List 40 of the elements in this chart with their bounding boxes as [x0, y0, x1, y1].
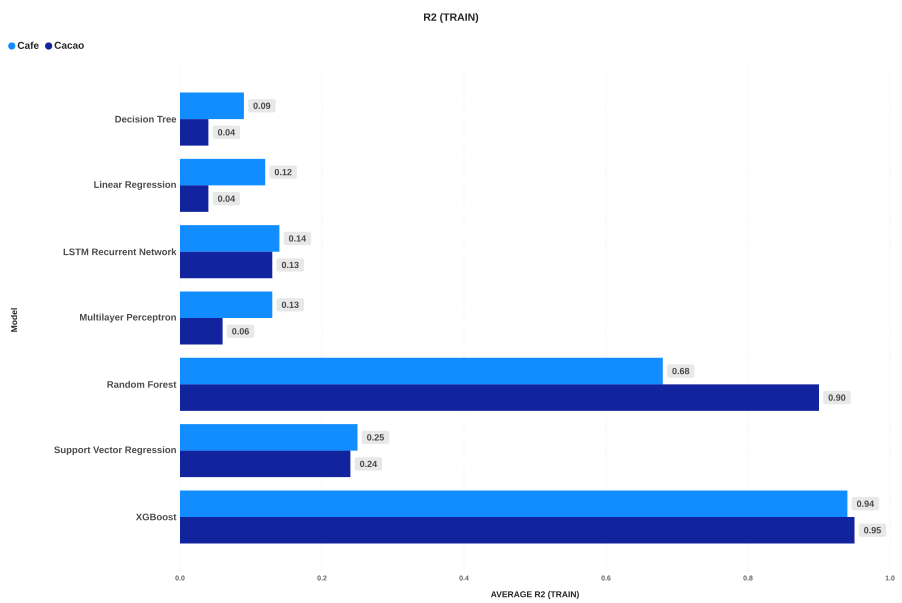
y-axis-title: Model — [10, 308, 18, 332]
x-axis-title: AVERAGE R2 (TRAIN) — [490, 591, 579, 599]
bar — [180, 450, 350, 478]
bar — [180, 358, 663, 384]
data-label: 0.12 — [274, 168, 292, 176]
data-label: 0.13 — [282, 262, 299, 268]
data-label: 0.68 — [672, 368, 690, 374]
data-label: 0.04 — [218, 129, 236, 136]
y-tick-label: Multilayer Perceptron — [80, 314, 176, 322]
data-label: 0.14 — [288, 235, 306, 242]
chart-title: R2 (TRAIN) — [424, 13, 478, 23]
y-tick-label: XGBoost — [136, 514, 176, 520]
data-label: 0.09 — [253, 102, 270, 109]
bar — [180, 490, 848, 517]
bar — [180, 516, 855, 544]
bar — [180, 252, 272, 278]
data-label: 0.13 — [282, 302, 299, 308]
bar — [180, 158, 266, 186]
bar — [180, 384, 820, 411]
bar — [180, 92, 244, 120]
data-label: 0.94 — [856, 500, 874, 507]
bar — [180, 119, 208, 146]
y-tick-label: Support Vector Regression — [54, 446, 176, 456]
y-tick-label: Linear Regression — [94, 180, 176, 190]
legend-label: Cafe — [18, 42, 39, 49]
bar — [180, 424, 358, 451]
data-label: 0.06 — [232, 328, 249, 334]
data-label: 0.90 — [828, 394, 846, 401]
bar — [180, 185, 208, 212]
bar — [180, 291, 272, 318]
data-label: 0.24 — [360, 460, 378, 468]
y-tick-label: Decision Tree — [115, 116, 176, 123]
data-label: 0.04 — [218, 195, 236, 202]
legend-label: Cacao — [54, 42, 84, 49]
data-label: 0.25 — [367, 434, 384, 441]
data-label: 0.95 — [864, 527, 881, 534]
y-tick-label: LSTM Recurrent Network — [64, 248, 176, 256]
y-tick-label: Random Forest — [107, 380, 176, 388]
bar — [180, 225, 280, 252]
bar — [180, 318, 223, 345]
